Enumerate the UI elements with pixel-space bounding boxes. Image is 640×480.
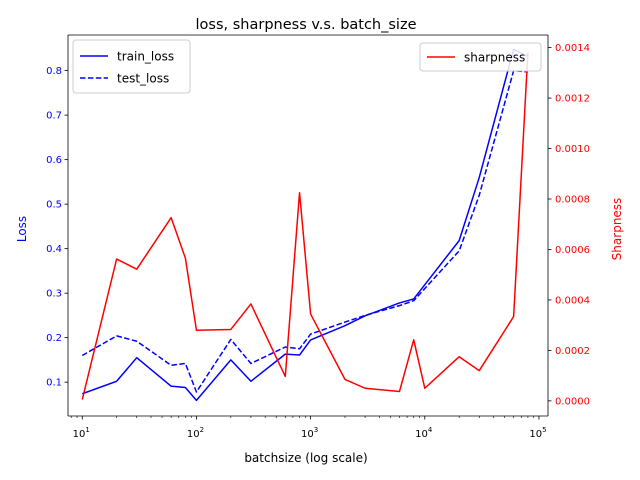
x-axis-label: batchsize (log scale) [244,451,367,465]
y-left-tick-label: 0.6 [46,155,62,166]
legend-sharpness-frame [419,42,542,72]
y-left-tick-label: 0.8 [46,66,62,77]
y-left-tick-label: 0.5 [46,200,62,211]
y-left-tick-label: 0.3 [46,289,62,300]
y-right-tick-label: 0.0012 [555,94,590,105]
y-right-tick-label: 0.0008 [555,195,590,206]
y-left-tick-label: 0.2 [46,333,62,344]
y-left-tick-label: 0.4 [46,244,62,255]
legend-loss-frame [72,39,191,94]
series-line-sharpness [81,52,529,400]
y-right-tick-label: 0.0004 [555,295,590,306]
y-axis-left-label: Loss [15,216,29,242]
series-line-train-loss [82,48,529,402]
y-left-tick-label: 0.7 [46,111,62,122]
y-right-tick-label: 0.0010 [555,144,590,155]
chart-title: loss, sharpness v.s. batch_size [196,17,417,33]
legend-test-loss-label: test_loss [117,72,169,86]
series-line-test-loss [81,69,528,393]
legend-sharpness-label: sharpness [464,51,525,65]
y-left-tick-label: 0.1 [46,378,62,389]
y-axis-right-label: Sharpness [610,198,624,261]
y-right-tick-label: 0.0000 [555,396,590,407]
y-right-tick-label: 0.0006 [555,245,590,256]
legend-loss: train_loss test_loss [72,39,191,94]
y-right-tick-label: 0.0014 [555,43,590,54]
y-right-tick-label: 0.0002 [555,346,590,357]
plot-area: 101 102 103 104 1050.10.20.30.40.50.60.70.80… [46,34,590,440]
legend-sharpness: sharpness [419,42,542,72]
legend-train-loss-label: train_loss [117,50,174,64]
